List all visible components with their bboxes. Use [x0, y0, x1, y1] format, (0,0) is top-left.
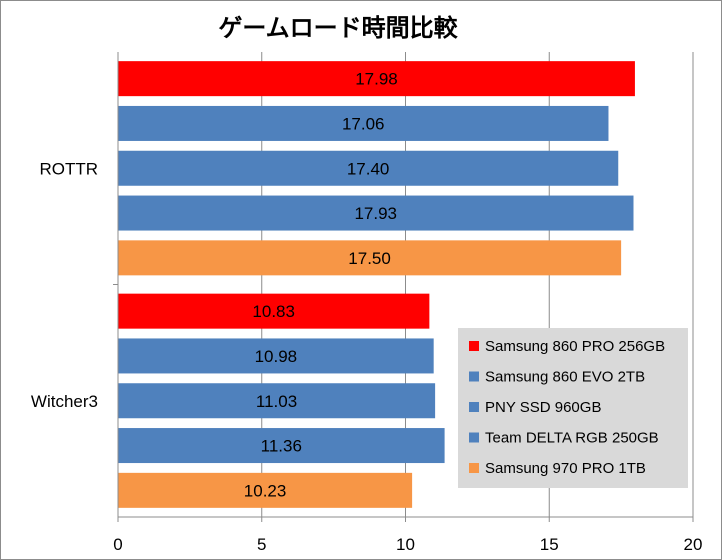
data-label: 11.36 — [261, 437, 302, 456]
data-label: 11.03 — [256, 392, 297, 411]
data-label: 17.06 — [342, 114, 385, 133]
legend-swatch — [469, 432, 479, 443]
legend: Samsung 860 PRO 256GB Samsung 860 EVO 2TB… — [458, 328, 688, 488]
x-tick-label: 0 — [113, 535, 122, 554]
legend-swatch — [469, 371, 479, 382]
data-label: 17.98 — [355, 70, 398, 89]
chart-title: ゲームロード時間比較 — [218, 14, 458, 42]
legend-entry: Samsung 970 PRO 1TB — [485, 460, 646, 477]
bar — [118, 383, 436, 419]
bar — [118, 472, 413, 508]
x-tick-label: 15 — [540, 535, 559, 554]
legend-entry: Samsung 860 PRO 256GB — [485, 338, 665, 355]
bar — [118, 150, 619, 186]
bar — [118, 338, 434, 374]
x-tick-label: 20 — [684, 535, 703, 554]
bar — [118, 428, 445, 464]
bar — [118, 240, 622, 276]
legend-swatch — [469, 341, 479, 351]
legend-swatch — [469, 402, 479, 412]
legend-entry: Samsung 860 EVO 2TB — [485, 369, 645, 386]
bar — [118, 61, 635, 97]
legend-box — [458, 328, 688, 488]
data-label: 17.93 — [354, 204, 397, 223]
category-label: Witcher3 — [31, 392, 98, 411]
x-tick-label: 5 — [257, 535, 266, 554]
data-label: 10.23 — [244, 481, 287, 500]
data-label: 10.98 — [255, 347, 298, 366]
bar — [118, 293, 430, 329]
data-label: 10.83 — [252, 302, 295, 321]
axes: 0 5 10 15 20 ROTTR Witcher3 — [31, 52, 703, 554]
category-label: ROTTR — [39, 159, 98, 178]
data-label: 17.40 — [347, 159, 390, 178]
x-tick-label: 10 — [396, 535, 415, 554]
bar — [118, 105, 609, 141]
legend-swatch — [469, 463, 479, 473]
bars: 17.98 17.06 17.40 17.93 17.50 10.83 10.98 11.03… — [118, 61, 635, 508]
legend-entry: Team DELTA RGB 250GB — [485, 430, 659, 447]
data-label: 17.50 — [348, 249, 391, 268]
bar — [118, 195, 634, 231]
legend-entry: PNY SSD 960GB — [485, 399, 601, 416]
